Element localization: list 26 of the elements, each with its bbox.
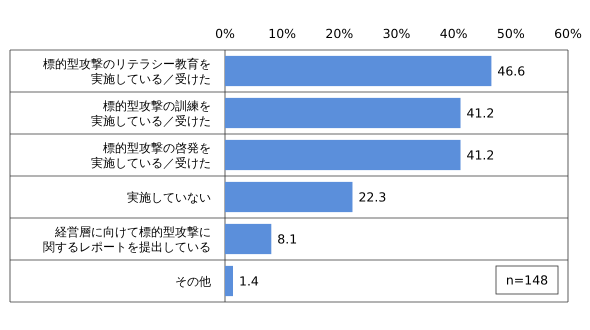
x-tick-label: 10% bbox=[268, 26, 296, 41]
bar bbox=[225, 224, 272, 254]
annotation: n=148 bbox=[506, 272, 548, 288]
x-tick-label: 50% bbox=[496, 26, 525, 41]
bar bbox=[225, 98, 461, 128]
data-label: 46.6 bbox=[497, 64, 526, 78]
data-label: 1.4 bbox=[239, 274, 259, 288]
x-tick-label: 30% bbox=[382, 26, 411, 41]
x-tick-label: 40% bbox=[440, 26, 468, 41]
bar bbox=[225, 140, 461, 170]
y-tick-label: 経営層に向けて標的型攻撃に関するレポートを提出している bbox=[43, 225, 211, 254]
y-tick-label: その他 bbox=[175, 274, 211, 288]
y-tick-label: 標的型攻撃のリテラシー教育を実施している／受けた bbox=[43, 57, 211, 86]
x-tick-label: 0% bbox=[215, 26, 236, 41]
bar bbox=[225, 266, 234, 296]
data-label: 41.2 bbox=[466, 106, 494, 120]
x-tick-label: 60% bbox=[554, 26, 582, 41]
y-tick-label: 実施していない bbox=[127, 190, 211, 204]
y-tick-label: 標的型攻撃の訓練を実施している／受けた bbox=[91, 99, 211, 128]
data-label: 41.2 bbox=[466, 148, 494, 162]
y-tick-label: 標的型攻撃の啓発を実施している／受けた bbox=[91, 141, 211, 170]
bar bbox=[225, 56, 492, 86]
bar bbox=[225, 182, 352, 212]
x-tick-label: 20% bbox=[325, 26, 354, 41]
data-label: 8.1 bbox=[277, 232, 298, 246]
data-label: 22.3 bbox=[358, 190, 386, 204]
